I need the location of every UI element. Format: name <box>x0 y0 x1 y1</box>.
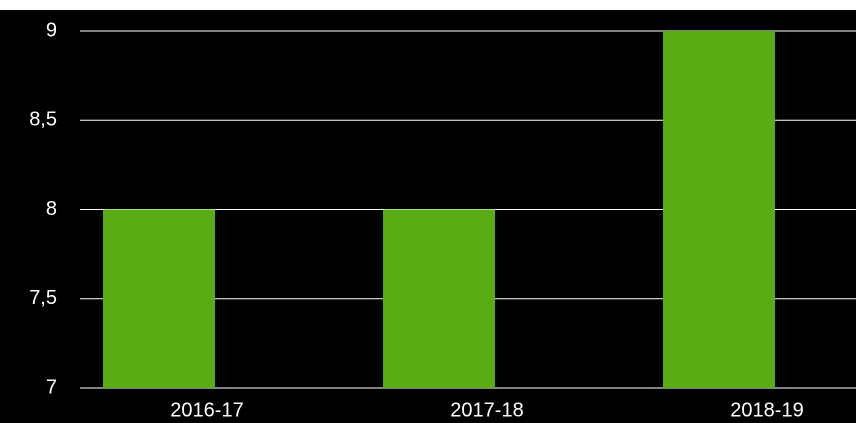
x-tick-label: 2016-17 <box>170 399 243 421</box>
x-tick-label: 2017-18 <box>450 399 523 421</box>
y-tick-label: 8 <box>46 198 57 220</box>
bar <box>383 209 495 388</box>
bar <box>663 31 775 388</box>
y-tick-label: 7,5 <box>29 287 57 309</box>
y-tick-label: 7 <box>46 376 57 398</box>
y-tick-label: 9 <box>46 19 57 41</box>
bar <box>103 209 215 388</box>
x-tick-label: 2018-19 <box>730 399 803 421</box>
y-tick-label: 8,5 <box>29 109 57 131</box>
